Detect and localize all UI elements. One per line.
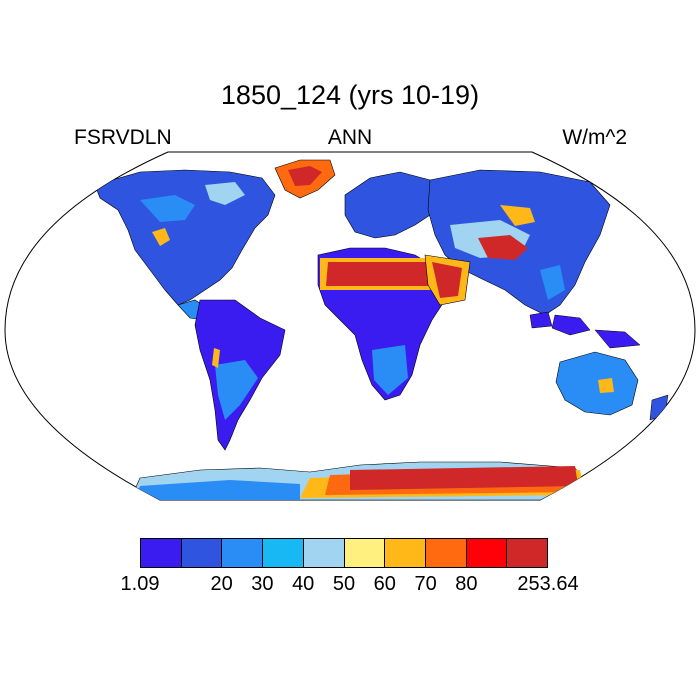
map-title: 1850_124 (yrs 10-19) <box>220 80 480 110</box>
colorbar-tick-label: 1.09 <box>120 573 160 595</box>
colorbar-tick-label: 253.64 <box>517 573 579 595</box>
colorbar-tick-label: 20 <box>210 573 233 595</box>
colorbar-tick-label: 60 <box>373 573 396 595</box>
north-america <box>94 169 276 306</box>
colorbar-tick-label: 70 <box>414 573 437 595</box>
colorbar-swatch <box>507 539 548 567</box>
colorbar-swatch <box>425 539 467 567</box>
colorbar-tick-label: 30 <box>251 573 274 595</box>
colorbar <box>140 538 548 568</box>
colorbar-swatch <box>222 539 264 567</box>
europe <box>344 171 441 239</box>
colorbar-swatch <box>263 539 304 567</box>
colorbar-swatch <box>385 539 426 567</box>
variable-label: FSRVDLN <box>74 126 172 149</box>
australia <box>555 351 639 416</box>
colorbar-tick-label: 40 <box>292 573 315 595</box>
units-label: W/m^2 <box>562 126 627 149</box>
season-label: ANN <box>327 126 373 149</box>
colorbar-swatch <box>303 539 345 567</box>
colorbar-swatch <box>466 539 508 567</box>
colorbar-tick-label: 50 <box>332 573 356 595</box>
colorbar-swatch <box>344 539 386 567</box>
colorbar-swatch <box>181 539 223 567</box>
colorbar-swatch <box>141 539 182 567</box>
colorbar-tick-label: 80 <box>455 573 478 595</box>
